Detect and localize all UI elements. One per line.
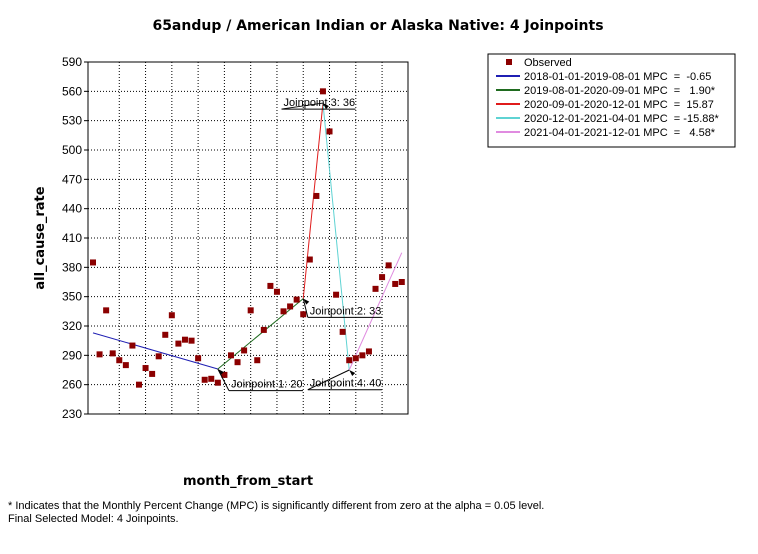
- y-tick-label: 320: [62, 319, 82, 333]
- legend-observed-label: Observed: [524, 57, 572, 69]
- y-tick-label: 440: [62, 202, 82, 216]
- observed-point: [175, 340, 182, 347]
- y-axis-ticks: 230 260 290 320 350 380 410 440 470 500 530 560 590: [62, 55, 88, 421]
- observed-point: [129, 342, 136, 349]
- significance-footnote: * Indicates that the Monthly Percent Cha…: [8, 500, 545, 512]
- observed-point: [188, 337, 195, 344]
- joinpoint-annotations: Joinpoint 1: 20 Joinpoint 2: 33 Joinpoint …: [217, 97, 382, 392]
- y-tick-label: 230: [62, 407, 82, 421]
- observed-point: [90, 259, 96, 266]
- trend-segment: [92, 332, 218, 370]
- legend-entry-label: 2021-04-01-2021-12-01 MPC = 4.58*: [524, 127, 716, 139]
- observed-point: [135, 381, 142, 388]
- observed-point: [109, 350, 116, 357]
- observed-point: [352, 355, 359, 362]
- observed-point: [293, 296, 300, 303]
- legend: Observed 2018-01-01-2019-08-01 MPC = -0.6…: [487, 53, 736, 148]
- observed-point: [300, 311, 307, 318]
- y-axis-title: all_cause_rate: [33, 186, 48, 289]
- y-tick-label: 590: [62, 55, 82, 69]
- observed-point: [306, 256, 313, 263]
- annotation-leader: [307, 369, 350, 391]
- joinpoint-label: Joinpoint 1: 20: [231, 379, 303, 391]
- observed-point: [208, 375, 215, 382]
- y-tick-label: 260: [62, 378, 82, 392]
- observed-point: [372, 285, 379, 292]
- observed-point: [326, 128, 333, 135]
- annotation-leader: [302, 298, 309, 318]
- observed-point: [103, 307, 110, 314]
- legend-entry-label: 2020-09-01-2020-12-01 MPC = 15.87: [524, 99, 714, 111]
- y-tick-label: 290: [62, 348, 82, 362]
- observed-point: [149, 370, 156, 377]
- observed-point: [359, 352, 366, 359]
- observed-point: [287, 303, 294, 310]
- observed-point: [379, 274, 386, 281]
- trend-segment: [302, 103, 324, 299]
- legend-entry-label: 2018-01-01-2019-08-01 MPC = -0.65: [524, 71, 711, 83]
- observed-point: [247, 307, 254, 314]
- observed-point: [168, 312, 175, 319]
- y-tick-label: 500: [62, 143, 82, 157]
- observed-point: [267, 282, 274, 289]
- observed-point: [221, 371, 228, 378]
- observed-point: [346, 357, 353, 364]
- trend-segment: [322, 103, 350, 371]
- chart-title: 65andup / American Indian or Alaska Nati…: [152, 18, 603, 34]
- observed-point: [313, 192, 320, 199]
- joinpoint-label: Joinpoint 3: 36: [284, 97, 356, 109]
- trend-segments: [92, 103, 403, 371]
- observed-point: [365, 348, 372, 355]
- annotation-leader: [281, 102, 324, 110]
- legend-entry-label: 2019-08-01-2020-09-01 MPC = 1.90*: [524, 85, 716, 97]
- observed-point: [333, 291, 340, 298]
- legend-box: [487, 53, 736, 148]
- observed-point: [241, 347, 248, 354]
- y-tick-label: 560: [62, 84, 82, 98]
- observed-point: [398, 279, 405, 285]
- joinpoint-label: Joinpoint 4: 40: [310, 378, 382, 390]
- observed-point: [273, 288, 280, 295]
- y-tick-label: 350: [62, 290, 82, 304]
- grid: [88, 62, 408, 414]
- joinpoint-label: Joinpoint 2: 33: [310, 305, 382, 317]
- y-tick-label: 470: [62, 172, 82, 186]
- observed-point: [195, 355, 202, 362]
- annotation-arrowhead: [303, 298, 310, 305]
- observed-point: [142, 365, 149, 372]
- trend-segment: [348, 252, 403, 371]
- model-footnote: Final Selected Model: 4 Joinpoints.: [8, 513, 179, 525]
- observed-point: [162, 331, 169, 338]
- observed-point: [319, 88, 326, 95]
- observed-points: [90, 88, 405, 388]
- y-tick-label: 380: [62, 260, 82, 274]
- legend-entry-label: 2020-12-01-2021-04-01 MPC = -15.88*: [524, 113, 719, 125]
- observed-point: [122, 362, 129, 369]
- observed-point: [339, 328, 346, 335]
- annotation-arrowhead: [217, 369, 224, 376]
- annotation-arrowhead: [349, 370, 356, 376]
- observed-point: [254, 357, 261, 364]
- observed-point: [214, 379, 221, 386]
- observed-point: [227, 352, 234, 359]
- observed-point: [96, 351, 103, 358]
- x-axis-title: month_from_start: [183, 474, 313, 489]
- annotation-arrowhead: [322, 103, 329, 110]
- observed-point: [260, 326, 267, 333]
- observed-point: [392, 280, 399, 287]
- observed-point: [116, 357, 123, 364]
- observed-point: [181, 336, 188, 343]
- y-tick-label: 530: [62, 114, 82, 128]
- observed-point: [201, 376, 208, 383]
- y-tick-label: 410: [62, 231, 82, 245]
- observed-point: [234, 359, 241, 366]
- observed-point: [155, 353, 162, 360]
- legend-observed-marker: [506, 59, 512, 65]
- observed-point: [280, 308, 287, 315]
- observed-point: [385, 262, 392, 269]
